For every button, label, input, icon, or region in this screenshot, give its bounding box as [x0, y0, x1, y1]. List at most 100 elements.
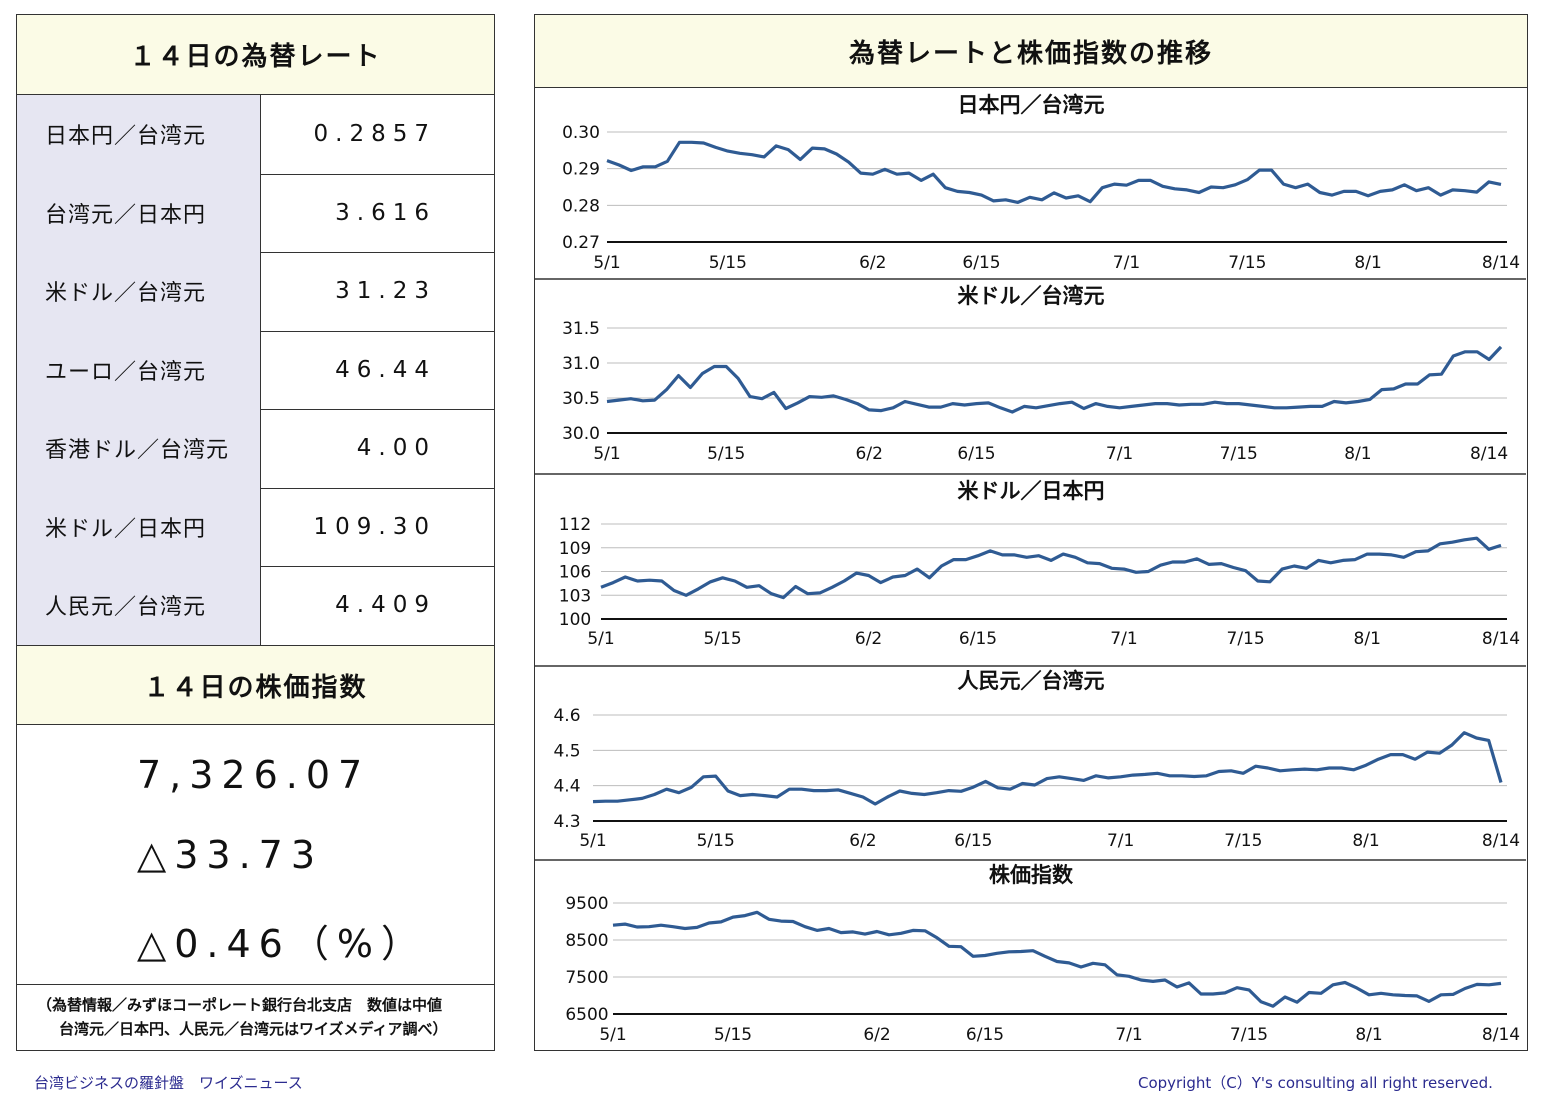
footer-right: Copyright（C）Y's consulting all right res… [1138, 1074, 1493, 1092]
y-tick-label: 4.3 [553, 812, 580, 832]
rate-row: 米ドル／台湾元 31.23 [17, 252, 494, 332]
rate-label: 日本円／台湾元 [17, 95, 261, 174]
chart-title: 米ドル／台湾元 [958, 284, 1105, 308]
stock-box: 7,326.07 △33.73 △0.46（%） [17, 725, 494, 985]
x-tick-label: 6/2 [849, 831, 876, 851]
source-note-line2: 台湾元／日本円、人民元／台湾元はワイズメディア調べ） [59, 1020, 448, 1038]
x-tick-label: 8/14 [1482, 253, 1520, 273]
y-tick-label: 4.4 [553, 777, 580, 797]
y-tick-label: 8500 [565, 931, 608, 951]
x-tick-label: 8/1 [1355, 1025, 1382, 1045]
rate-value: 109.30 [313, 513, 436, 540]
chart-4: 人民元／台湾元 4.6 4.5 4.4 4.35/1 5/15 6/2 6/15 7/1 7/15… [535, 665, 1526, 851]
chart-title: 米ドル／日本円 [958, 479, 1105, 503]
series-line [612, 910, 1502, 1008]
rate-value: 31.23 [335, 278, 436, 305]
y-tick-label: 7500 [565, 968, 608, 988]
y-tick-label: 31.5 [562, 319, 600, 339]
y-tick-label: 112 [559, 515, 591, 535]
rate-label: 人民元／台湾元 [17, 566, 261, 645]
rate-row: 人民元／台湾元 4.409 [17, 566, 494, 646]
rate-value: 4.409 [335, 592, 436, 619]
x-tick-label: 8/1 [1354, 253, 1381, 273]
x-tick-label: 6/2 [859, 253, 886, 273]
x-tick-label: 5/1 [579, 831, 606, 851]
x-tick-label: 5/15 [707, 444, 745, 464]
y-tick-label: 106 [559, 563, 591, 583]
x-tick-label: 7/1 [1115, 1025, 1142, 1045]
y-tick-label: 9500 [565, 894, 608, 914]
x-tick-label: 5/1 [599, 1025, 626, 1045]
y-tick-label: 30.5 [562, 389, 600, 409]
x-tick-label: 5/1 [593, 444, 620, 464]
x-tick-label: 5/1 [587, 629, 614, 649]
x-tick-label: 5/15 [714, 1025, 752, 1045]
stock-change-pct: △0.46（%） [137, 922, 427, 966]
x-tick-label: 5/15 [709, 253, 747, 273]
rate-row: 台湾元／日本円 3.616 [17, 173, 494, 253]
x-tick-label: 5/1 [593, 253, 620, 273]
series-line [606, 345, 1503, 414]
y-tick-label: 0.30 [562, 123, 600, 143]
rate-row: 香港ドル／台湾元 4.00 [17, 409, 494, 489]
x-tick-label: 7/15 [1224, 831, 1262, 851]
source-note-line1: （為替情報／みずほコーポレート銀行台北支店 数値は中値 [37, 996, 443, 1014]
x-tick-label: 7/1 [1113, 253, 1140, 273]
x-tick-label: 8/14 [1482, 831, 1520, 851]
x-tick-label: 8/14 [1482, 629, 1520, 649]
rate-row: 日本円／台湾元 0.2857 [17, 95, 494, 175]
stock-title: １４日の株価指数 [17, 645, 494, 725]
y-tick-label: 103 [559, 586, 591, 606]
rate-label: 米ドル／日本円 [17, 487, 261, 566]
y-tick-label: 6500 [565, 1005, 608, 1025]
rate-row: 米ドル／日本円 109.30 [17, 487, 494, 567]
x-tick-label: 7/15 [1228, 253, 1266, 273]
chart-title: 日本円／台湾元 [958, 93, 1105, 117]
rate-label: ユーロ／台湾元 [17, 330, 261, 409]
rate-value: 46.44 [335, 356, 436, 383]
stock-value: 7,326.07 [137, 753, 371, 797]
y-tick-label: 4.5 [553, 741, 580, 761]
rates-table: 日本円／台湾元 0.2857 台湾元／日本円 3.616 米ドル／台湾元 31.… [17, 95, 494, 646]
rate-label: 米ドル／台湾元 [17, 252, 261, 331]
x-tick-label: 6/15 [962, 253, 1000, 273]
x-tick-label: 7/1 [1107, 831, 1134, 851]
series-line [606, 140, 1502, 205]
rate-value: 0.2857 [313, 121, 436, 148]
x-tick-label: 7/1 [1110, 629, 1137, 649]
y-tick-label: 31.0 [562, 354, 600, 374]
x-tick-label: 7/15 [1227, 629, 1265, 649]
chart-2: 米ドル／台湾元 31.5 31.0 30.5 30.05/1 5/15 6/2 6/15 7/1… [535, 278, 1526, 464]
left-panel: １４日の為替レート 日本円／台湾元 0.2857 台湾元／日本円 3.616 米… [16, 14, 495, 1051]
rate-value: 3.616 [335, 199, 436, 226]
chart-title: 人民元／台湾元 [958, 669, 1105, 693]
footer-left: 台湾ビジネスの羅針盤 ワイズニュース [34, 1074, 303, 1092]
x-tick-label: 6/15 [959, 629, 997, 649]
x-tick-label: 6/15 [966, 1025, 1004, 1045]
rate-row: ユーロ／台湾元 46.44 [17, 330, 494, 410]
x-tick-label: 8/1 [1344, 444, 1371, 464]
series-line [600, 536, 1502, 600]
charts-title: 為替レートと株価指数の推移 [535, 15, 1527, 88]
y-tick-label: 0.27 [562, 233, 600, 253]
x-tick-label: 5/15 [697, 831, 735, 851]
stock-change: △33.73 [137, 833, 324, 877]
x-tick-label: 7/1 [1106, 444, 1133, 464]
y-tick-label: 0.28 [562, 196, 600, 216]
x-tick-label: 8/1 [1352, 831, 1379, 851]
x-tick-label: 6/15 [957, 444, 995, 464]
x-tick-label: 6/2 [855, 629, 882, 649]
y-tick-label: 30.0 [562, 424, 600, 444]
x-tick-label: 7/15 [1230, 1025, 1268, 1045]
series-line [592, 731, 1503, 806]
x-tick-label: 6/2 [856, 444, 883, 464]
x-tick-label: 6/2 [863, 1025, 890, 1045]
y-tick-label: 0.29 [562, 160, 600, 180]
rate-label: 香港ドル／台湾元 [17, 409, 261, 488]
y-tick-label: 100 [559, 610, 591, 630]
right-panel: 為替レートと株価指数の推移 日本円／台湾元 0.30 0.29 0.28 0.27 5/1… [534, 14, 1528, 1051]
x-tick-label: 6/15 [954, 831, 992, 851]
y-tick-label: 4.6 [553, 706, 580, 726]
y-tick-label: 109 [559, 539, 591, 559]
